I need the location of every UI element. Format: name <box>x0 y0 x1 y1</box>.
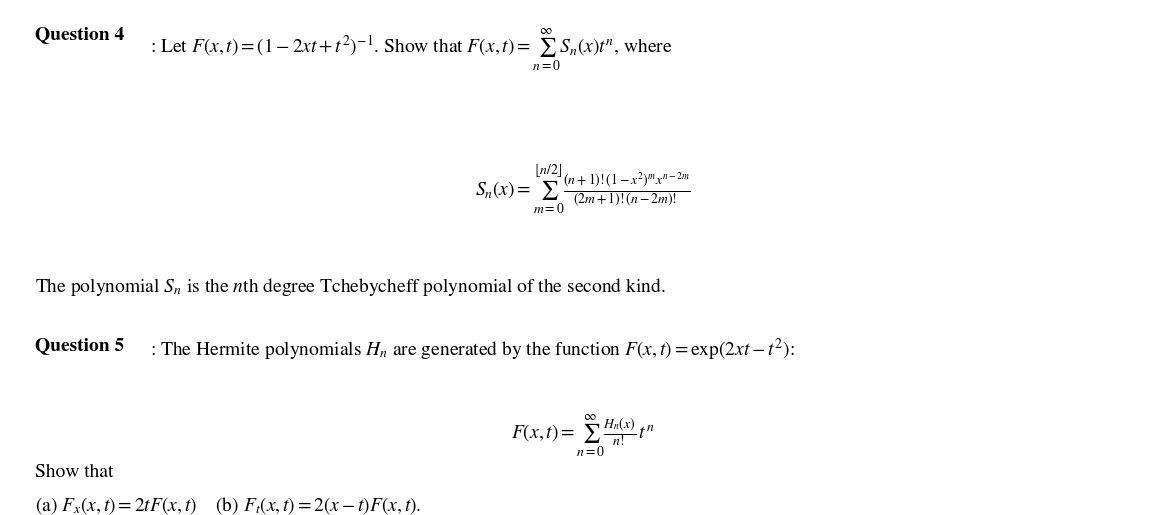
Text: Question 4: Question 4 <box>35 26 125 43</box>
Text: The polynomial $S_n$ is the $n$th degree Tchebycheff polynomial of the second ki: The polynomial $S_n$ is the $n$th degree… <box>35 276 666 298</box>
Text: $F(x, t) = \sum_{n=0}^{\infty} \frac{H_n(x)}{n!}\,t^n$: $F(x, t) = \sum_{n=0}^{\infty} \frac{H_n… <box>511 412 655 459</box>
Text: $S_n(x) = \sum_{m=0}^{\lfloor n/2\rfloor} \frac{(n+1)!(1-x^2)^m x^{n-2m}}{(2m+1): $S_n(x) = \sum_{m=0}^{\lfloor n/2\rfloor… <box>476 162 690 216</box>
Text: (a) $F_x(x, t) = 2tF(x, t)$    (b) $F_t(x, t) = 2(x-t)F(x, t)$.: (a) $F_x(x, t) = 2tF(x, t)$ (b) $F_t(x, … <box>35 495 421 515</box>
Text: : Let $F(x, t) = (1-2xt+t^2)^{-1}$. Show that $F(x, t) = \sum_{n=0}^{\infty} S_n: : Let $F(x, t) = (1-2xt+t^2)^{-1}$. Show… <box>150 26 673 73</box>
Text: Show that: Show that <box>35 464 113 480</box>
Text: : The Hermite polynomials $H_n$ are generated by the function $F(x, t) = \exp(2x: : The Hermite polynomials $H_n$ are gene… <box>150 337 795 364</box>
Text: Question 5: Question 5 <box>35 337 125 354</box>
